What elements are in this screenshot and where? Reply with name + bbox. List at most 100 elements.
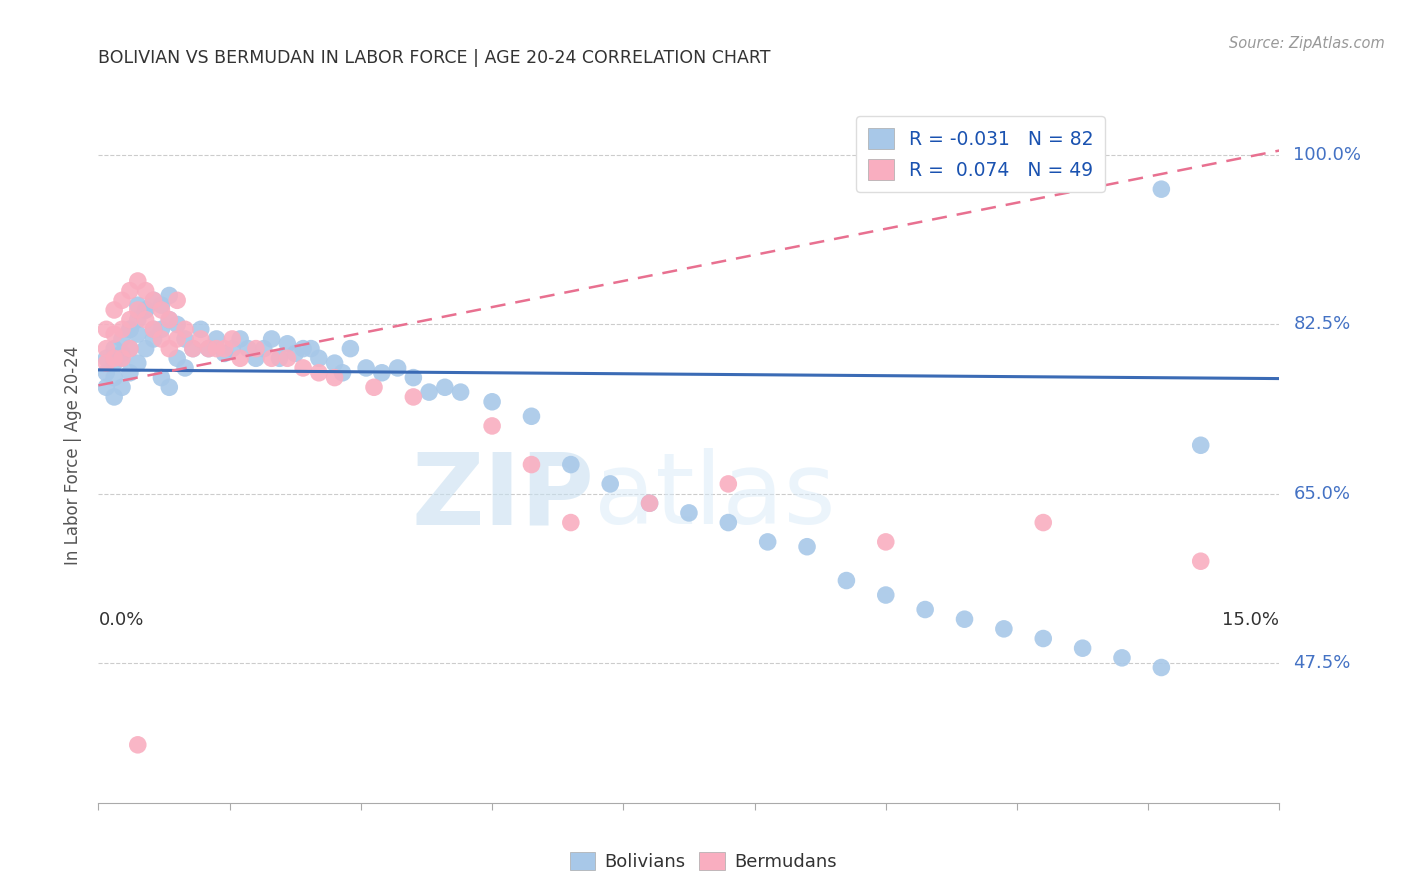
Point xyxy=(560,458,582,472)
Point xyxy=(339,342,361,356)
Point xyxy=(127,327,149,342)
Point xyxy=(323,370,346,384)
Point xyxy=(717,516,740,530)
Point xyxy=(111,322,134,336)
Point xyxy=(142,332,165,346)
Point xyxy=(678,506,700,520)
Point xyxy=(142,322,165,336)
Text: atlas: atlas xyxy=(595,448,837,545)
Point xyxy=(166,318,188,332)
Point xyxy=(953,612,976,626)
Point xyxy=(214,342,236,356)
Point xyxy=(402,390,425,404)
Point xyxy=(96,351,118,366)
Point xyxy=(284,346,307,360)
Point xyxy=(433,380,456,394)
Point xyxy=(835,574,858,588)
Point xyxy=(520,409,543,424)
Point xyxy=(174,361,197,376)
Point xyxy=(127,356,149,370)
Point xyxy=(96,342,118,356)
Point xyxy=(174,322,197,336)
Point xyxy=(1071,641,1094,656)
Point xyxy=(96,380,118,394)
Point xyxy=(323,356,346,370)
Legend: R = -0.031   N = 82, R =  0.074   N = 49: R = -0.031 N = 82, R = 0.074 N = 49 xyxy=(856,117,1105,192)
Point xyxy=(111,332,134,346)
Point xyxy=(150,303,173,318)
Point xyxy=(875,588,897,602)
Point xyxy=(150,298,173,312)
Point xyxy=(363,380,385,394)
Point xyxy=(245,342,267,356)
Point xyxy=(638,496,661,510)
Point xyxy=(111,351,134,366)
Point xyxy=(308,366,330,380)
Point xyxy=(450,385,472,400)
Text: 100.0%: 100.0% xyxy=(1294,146,1361,164)
Point xyxy=(481,419,503,434)
Point xyxy=(276,351,298,366)
Point xyxy=(197,342,219,356)
Point xyxy=(150,370,173,384)
Point xyxy=(292,361,315,376)
Point xyxy=(205,342,228,356)
Point xyxy=(118,284,141,298)
Point xyxy=(166,293,188,308)
Text: 82.5%: 82.5% xyxy=(1294,316,1351,334)
Point xyxy=(135,312,157,326)
Point xyxy=(1032,516,1054,530)
Text: BOLIVIAN VS BERMUDAN IN LABOR FORCE | AGE 20-24 CORRELATION CHART: BOLIVIAN VS BERMUDAN IN LABOR FORCE | AG… xyxy=(98,49,770,67)
Point xyxy=(875,535,897,549)
Point xyxy=(481,394,503,409)
Point xyxy=(103,370,125,384)
Point xyxy=(96,366,118,380)
Point xyxy=(221,332,243,346)
Point xyxy=(127,303,149,318)
Point xyxy=(1189,554,1212,568)
Legend: Bolivians, Bermudans: Bolivians, Bermudans xyxy=(562,845,844,879)
Point xyxy=(96,356,118,370)
Point xyxy=(229,351,252,366)
Point xyxy=(142,322,165,336)
Point xyxy=(157,312,180,326)
Point xyxy=(157,380,180,394)
Point xyxy=(387,361,409,376)
Point xyxy=(135,303,157,318)
Point xyxy=(142,293,165,308)
Point xyxy=(103,342,125,356)
Text: 15.0%: 15.0% xyxy=(1222,612,1279,630)
Point xyxy=(118,322,141,336)
Text: 65.0%: 65.0% xyxy=(1294,484,1350,502)
Point xyxy=(111,293,134,308)
Point xyxy=(371,366,394,380)
Point xyxy=(260,332,283,346)
Text: 47.5%: 47.5% xyxy=(1294,654,1351,672)
Point xyxy=(157,312,180,326)
Point xyxy=(135,303,157,318)
Point xyxy=(103,351,125,366)
Point xyxy=(135,284,157,298)
Y-axis label: In Labor Force | Age 20-24: In Labor Force | Age 20-24 xyxy=(65,345,83,565)
Point xyxy=(1150,660,1173,674)
Point xyxy=(174,332,197,346)
Point xyxy=(127,298,149,312)
Point xyxy=(205,332,228,346)
Text: ZIP: ZIP xyxy=(412,448,595,545)
Point xyxy=(292,342,315,356)
Point xyxy=(181,342,204,356)
Point xyxy=(638,496,661,510)
Point xyxy=(118,342,141,356)
Point xyxy=(142,293,165,308)
Point xyxy=(157,288,180,302)
Point xyxy=(127,274,149,288)
Point xyxy=(103,327,125,342)
Point xyxy=(166,351,188,366)
Point xyxy=(118,312,141,326)
Point xyxy=(118,366,141,380)
Point xyxy=(308,351,330,366)
Point xyxy=(127,738,149,752)
Point xyxy=(103,303,125,318)
Point xyxy=(127,312,149,326)
Point xyxy=(157,342,180,356)
